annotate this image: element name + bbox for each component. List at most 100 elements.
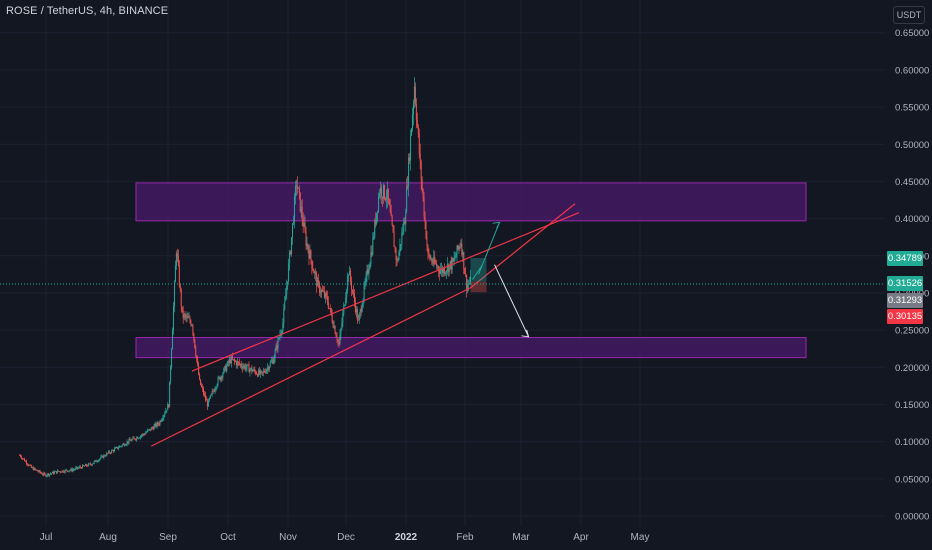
candle-body [155, 423, 157, 427]
candle-body [378, 196, 380, 211]
candle-body [327, 301, 329, 308]
candle-body [62, 470, 64, 473]
candle-body [44, 473, 46, 475]
candle-body [288, 263, 290, 282]
candle-body [393, 232, 395, 247]
candle-body [448, 264, 450, 273]
candle-body [84, 464, 86, 466]
candle-body [171, 349, 173, 368]
time-axis[interactable]: Jul Aug Sep Oct Nov Dec 2022 Feb Mar Apr May [40, 532, 650, 543]
candle-body [61, 470, 63, 473]
candle-body [239, 364, 241, 365]
candle-body [196, 355, 198, 360]
bearish-projection-arrow [494, 264, 530, 338]
candle-body [79, 466, 81, 468]
candle-body [69, 470, 71, 472]
candle-body [254, 369, 256, 372]
bullish-projection-path [472, 222, 501, 280]
candle-body [116, 447, 118, 449]
candle-body [186, 316, 188, 318]
candle-body [120, 446, 122, 448]
candle-body [80, 466, 82, 468]
currency-label[interactable]: USDT [893, 6, 925, 24]
candle-body [228, 361, 230, 363]
resistance-zone [135, 182, 807, 222]
candle-body [290, 251, 292, 255]
candle-body [341, 322, 343, 329]
candle-body [256, 373, 258, 375]
candle-body [29, 465, 31, 466]
candle-body [424, 216, 426, 222]
candle-body [407, 186, 409, 187]
candle-body [315, 272, 317, 275]
candle-body [405, 212, 407, 225]
candle-body [366, 269, 368, 276]
candle-body [444, 272, 446, 274]
candle-body [232, 359, 234, 361]
candle-body [362, 299, 364, 307]
candle-body [305, 231, 307, 246]
candle-body [421, 179, 423, 190]
candle-body [170, 367, 172, 382]
candle-body [164, 413, 166, 416]
candle-body [136, 437, 138, 440]
candle-body [297, 187, 299, 189]
candle-body [383, 184, 385, 199]
candle-body [433, 256, 435, 264]
candle-body [376, 212, 378, 224]
candle-body [138, 437, 140, 439]
candle-body [261, 370, 263, 372]
candle-body [31, 467, 33, 469]
candle-body [173, 306, 175, 331]
price-tag-last: 0.31526 [887, 276, 923, 291]
candle-body [449, 261, 451, 265]
candle-body [52, 471, 54, 474]
candle-body [241, 366, 243, 369]
candle-body [462, 252, 464, 255]
candle-body [40, 472, 42, 474]
time-tick-label: Mar [512, 532, 530, 543]
time-tick-label: May [631, 532, 650, 543]
candle-body [106, 453, 108, 456]
candle-body [279, 334, 281, 338]
candle-body [457, 245, 459, 249]
candle-body [328, 307, 330, 309]
candle-body [395, 248, 397, 260]
candle-body [55, 471, 57, 474]
candle-body [398, 252, 400, 261]
candle-body [428, 252, 430, 256]
candle-body [21, 456, 23, 459]
candle-body [416, 119, 418, 126]
candle-body [406, 186, 408, 213]
candle-body [189, 317, 191, 322]
candle-body [351, 281, 353, 290]
candle-body [150, 427, 152, 431]
candle-body [251, 367, 253, 372]
candle-body [351, 289, 353, 292]
candle-body [276, 345, 278, 349]
price-tick-label: 0.55000 [895, 103, 929, 114]
candle-body [386, 188, 388, 199]
candle-body [166, 410, 168, 411]
candle-body [300, 207, 302, 212]
candle-body [356, 309, 358, 320]
candle-body [310, 250, 312, 260]
candle-body [66, 469, 68, 471]
candle-body [397, 260, 399, 261]
candle-body [456, 245, 458, 256]
candle-body [96, 461, 98, 463]
candle-body [39, 470, 41, 473]
bearish-arrow-head [521, 329, 530, 338]
candle-body [413, 86, 415, 103]
candle-body [73, 469, 75, 471]
candle-body [65, 469, 67, 471]
candle-body [226, 365, 228, 372]
candle-body [455, 255, 457, 258]
candle-body [430, 259, 432, 260]
candle-body [87, 463, 89, 466]
symbol-title[interactable]: ROSE / TetherUS, 4h, BINANCE [6, 5, 169, 17]
candle-body [359, 309, 361, 315]
candle-body [377, 210, 379, 213]
candle-body [54, 471, 56, 474]
